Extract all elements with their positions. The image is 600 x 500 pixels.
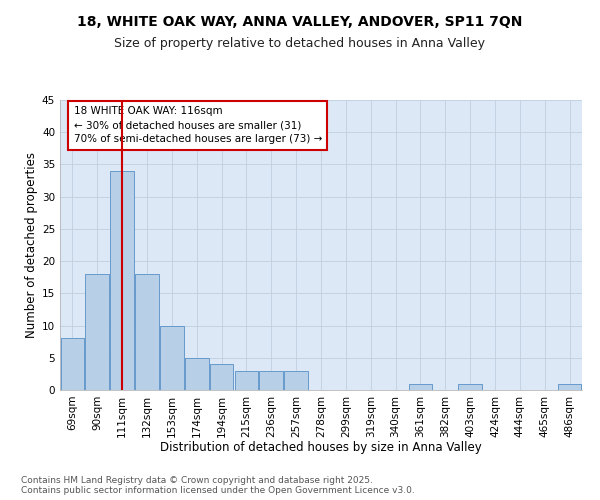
Bar: [110, 171, 134, 390]
Bar: [160, 326, 184, 390]
Text: 18, WHITE OAK WAY, ANNA VALLEY, ANDOVER, SP11 7QN: 18, WHITE OAK WAY, ANNA VALLEY, ANDOVER,…: [77, 15, 523, 29]
Bar: [558, 384, 581, 390]
Text: Size of property relative to detached houses in Anna Valley: Size of property relative to detached ho…: [115, 38, 485, 51]
Bar: [259, 370, 283, 390]
Bar: [458, 384, 482, 390]
Text: 18 WHITE OAK WAY: 116sqm
← 30% of detached houses are smaller (31)
70% of semi-d: 18 WHITE OAK WAY: 116sqm ← 30% of detach…: [74, 106, 322, 144]
Bar: [185, 358, 209, 390]
Bar: [284, 370, 308, 390]
X-axis label: Distribution of detached houses by size in Anna Valley: Distribution of detached houses by size …: [160, 441, 482, 454]
Bar: [210, 364, 233, 390]
Bar: [85, 274, 109, 390]
Bar: [235, 370, 258, 390]
Text: Contains HM Land Registry data © Crown copyright and database right 2025.
Contai: Contains HM Land Registry data © Crown c…: [21, 476, 415, 495]
Y-axis label: Number of detached properties: Number of detached properties: [25, 152, 38, 338]
Bar: [61, 338, 84, 390]
Bar: [135, 274, 159, 390]
Bar: [409, 384, 432, 390]
